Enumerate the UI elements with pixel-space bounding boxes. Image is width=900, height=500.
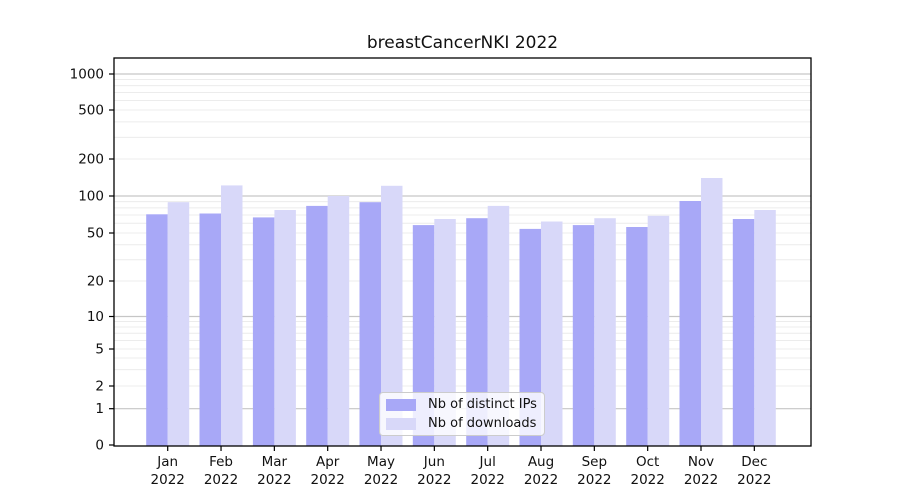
bar-downloads-aug (541, 221, 563, 446)
x-tick-year-mar: 2022 (257, 472, 291, 488)
bar-downloads-dec (754, 210, 776, 446)
legend-label-ips: Nb of distinct IPs (428, 397, 537, 412)
bar-downloads-apr (327, 196, 350, 446)
bar-ips-feb (199, 213, 221, 446)
x-tick-year-jun: 2022 (417, 472, 451, 488)
legend-label-downloads: Nb of downloads (428, 416, 537, 431)
x-tick-year-jul: 2022 (471, 472, 505, 488)
x-tick-year-sep: 2022 (577, 472, 611, 488)
bar-downloads-sep (594, 218, 616, 446)
y-axis-ticks: 0 1 2 5 10 20 50 100 200 500 1000 (70, 67, 114, 454)
x-tick-month-dec: Dec (741, 454, 767, 470)
x-tick-month-apr: Apr (316, 454, 340, 470)
bar-ips-jun (412, 225, 435, 446)
bar-ips-jul (466, 218, 488, 446)
legend-swatch-downloads-icon (386, 417, 416, 430)
y-tick-label-100: 100 (78, 189, 104, 205)
x-tick-year-jan: 2022 (151, 472, 185, 488)
y-tick-label-20: 20 (87, 274, 104, 290)
x-tick-month-jun: Jun (423, 454, 445, 470)
y-tick-label-50: 50 (87, 226, 104, 242)
x-tick-month-jan: Jan (156, 454, 178, 470)
x-tick-month-nov: Nov (688, 454, 714, 470)
y-tick-label-5: 5 (95, 342, 104, 358)
y-tick-label-2: 2 (95, 379, 104, 395)
bars-downloads (167, 178, 776, 446)
x-tick-month-sep: Sep (582, 454, 607, 470)
bar-ips-oct (626, 227, 648, 446)
bar-downloads-jun (434, 219, 456, 446)
bar-ips-nov (679, 201, 701, 446)
legend-item-downloads: Nb of downloads (386, 416, 536, 431)
x-tick-year-oct: 2022 (630, 472, 664, 488)
x-tick-year-apr: 2022 (311, 472, 345, 488)
y-tick-label-200: 200 (78, 152, 104, 168)
bar-ips-aug (519, 228, 541, 446)
bar-downloads-nov (701, 178, 723, 446)
x-tick-year-feb: 2022 (204, 472, 238, 488)
bar-downloads-jan (167, 202, 190, 446)
x-tick-month-jul: Jul (479, 454, 496, 470)
bar-downloads-oct (647, 215, 670, 446)
bar-downloads-feb (221, 185, 243, 446)
bar-downloads-mar (274, 210, 296, 446)
x-tick-month-oct: Oct (636, 454, 659, 470)
y-tick-label-0: 0 (95, 438, 104, 454)
x-tick-year-nov: 2022 (684, 472, 718, 488)
bar-downloads-may (381, 185, 403, 446)
x-axis-ticks: Jan 2022 Feb 2022 Mar 2022 Apr 2022 May 2022 Jun 20… (151, 446, 772, 488)
bar-ips-mar (252, 217, 275, 446)
x-tick-month-mar: Mar (262, 454, 288, 470)
x-tick-month-may: May (367, 454, 395, 470)
chart-title: breastCancerNKI 2022 (366, 33, 559, 53)
bar-ips-may (359, 202, 381, 446)
y-tick-label-10: 10 (87, 309, 104, 325)
x-tick-month-feb: Feb (209, 454, 233, 470)
bar-ips-dec (732, 219, 755, 446)
bar-ips-sep (572, 225, 595, 446)
y-tick-label-500: 500 (78, 103, 104, 119)
legend: Nb of distinct IPs Nb of downloads (379, 392, 545, 436)
x-tick-year-may: 2022 (364, 472, 398, 488)
x-tick-month-aug: Aug (528, 454, 554, 470)
bar-downloads-jul (487, 205, 510, 446)
y-tick-label-1: 1 (95, 401, 104, 417)
legend-swatch-ips-icon (386, 398, 416, 411)
legend-item-distinct-ips: Nb of distinct IPs (386, 397, 537, 412)
y-tick-label-1000: 1000 (70, 67, 104, 83)
bars-distinct-ips (146, 201, 755, 446)
bar-ips-apr (306, 205, 328, 446)
x-tick-year-aug: 2022 (524, 472, 558, 488)
plot-frame (113, 57, 812, 447)
bar-ips-jan (146, 214, 168, 446)
x-tick-year-dec: 2022 (737, 472, 771, 488)
